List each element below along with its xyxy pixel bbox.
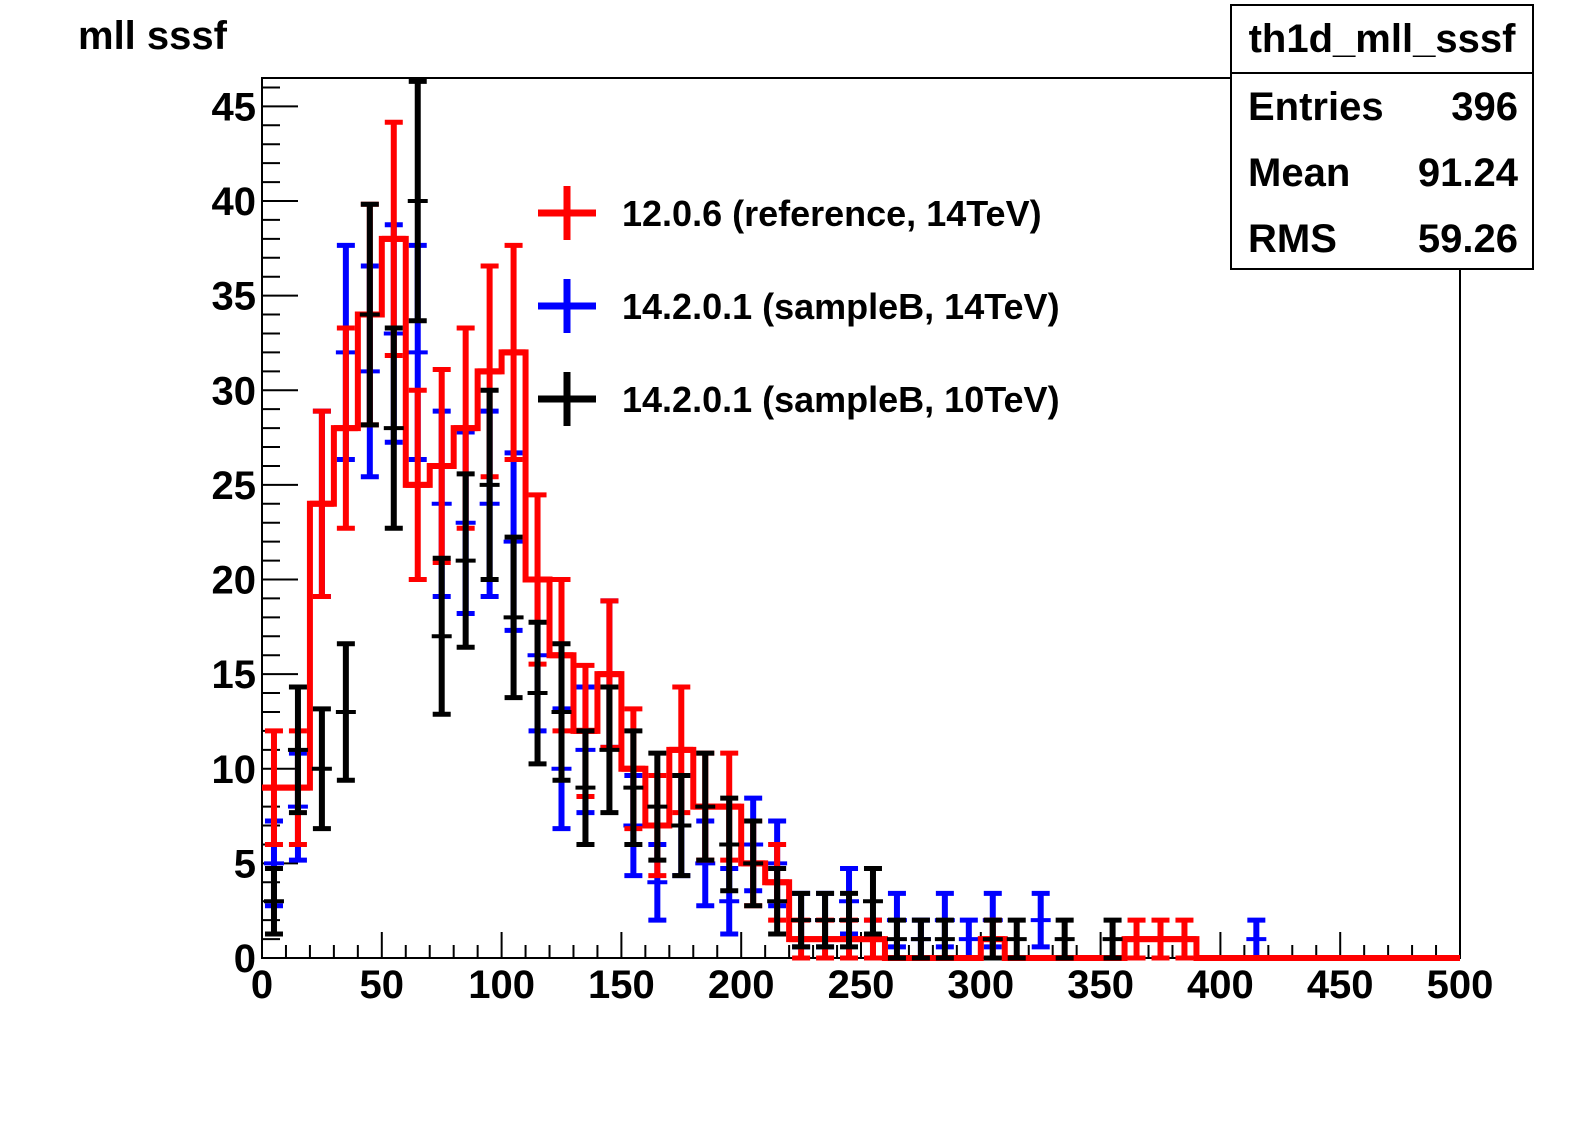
error-bar: [335, 641, 356, 783]
error-bar: [647, 841, 668, 923]
legend-item-0: 12.0.6 (reference, 14TeV): [538, 186, 1042, 240]
stats-key-entries: Entries: [1248, 85, 1384, 129]
error-bar: [431, 555, 452, 717]
error-bar: [958, 917, 979, 961]
error-bar: [429, 366, 454, 565]
error-bar: [886, 917, 907, 961]
stats-value-mean: 91.24: [1417, 151, 1518, 195]
x-tick-label: 250: [828, 963, 895, 1007]
error-bar: [1124, 917, 1149, 961]
y-axis-ticks: 0 5 10 15 20 25 30 35 40 45: [212, 85, 298, 981]
stats-value-rms: 59.26: [1417, 217, 1518, 261]
legend-item-2: 14.2.0.1 (sampleB, 10TeV): [538, 372, 1060, 426]
error-bar: [381, 119, 406, 359]
stats-box: th1d_mll_sssf Entries 396 Mean 91.24 RMS…: [1230, 4, 1534, 270]
error-bar: [695, 750, 716, 863]
error-bar: [264, 865, 284, 937]
y-tick-label: 35: [212, 275, 257, 319]
error-bar: [982, 917, 1003, 961]
error-bar: [551, 641, 572, 783]
error-bar: [599, 684, 620, 816]
error-bar: [934, 917, 955, 961]
error-bar: [575, 728, 596, 847]
x-tick-label: 300: [947, 963, 1014, 1007]
stats-value-entries: 396: [1451, 85, 1518, 129]
error-bar: [383, 325, 404, 531]
legend-item-1: 14.2.0.1 (sampleB, 14TeV): [538, 279, 1060, 333]
y-tick-label: 15: [212, 653, 257, 697]
y-tick-label: 0: [234, 937, 256, 981]
x-tick-label: 450: [1307, 963, 1374, 1007]
error-bar: [262, 728, 286, 847]
x-axis-ticks: 0 50 100 150 200 250 300 350 400 450 500: [251, 932, 1494, 1007]
error-bar: [623, 728, 644, 847]
stats-key-mean: Mean: [1248, 151, 1351, 195]
y-tick-label: 10: [212, 748, 257, 792]
x-tick-label: 200: [708, 963, 775, 1007]
error-bar: [1006, 917, 1027, 961]
error-bar: [405, 387, 430, 583]
error-bar: [743, 818, 764, 909]
x-tick-label: 150: [588, 963, 655, 1007]
error-bar: [359, 201, 380, 428]
error-bar: [455, 471, 476, 650]
x-tick-label: 350: [1067, 963, 1134, 1007]
stats-row-rms: RMS 59.26: [1232, 206, 1532, 272]
error-bar: [839, 890, 859, 950]
error-bar: [287, 684, 308, 816]
error-bar: [1172, 917, 1197, 961]
x-tick-label: 50: [360, 963, 405, 1007]
y-tick-label: 20: [212, 559, 257, 603]
histogram-title: mll sssf: [78, 14, 227, 58]
error-bar: [479, 387, 500, 583]
x-tick-label: 400: [1187, 963, 1254, 1007]
y-tick-label: 45: [212, 85, 257, 129]
series-1: [264, 222, 1267, 961]
y-tick-label: 25: [212, 464, 257, 508]
x-tick-label: 0: [251, 963, 273, 1007]
error-bar: [1054, 917, 1075, 961]
stats-key-rms: RMS: [1248, 217, 1337, 261]
error-bar: [647, 750, 668, 863]
x-tick-label: 100: [468, 963, 535, 1007]
error-bar: [910, 917, 931, 961]
stats-row-entries: Entries 396: [1232, 74, 1532, 140]
x-tick-label: 500: [1427, 963, 1494, 1007]
error-bar: [791, 890, 812, 950]
error-bar: [311, 706, 332, 832]
legend-label: 14.2.0.1 (sampleB, 14TeV): [622, 286, 1060, 327]
error-bar: [501, 242, 526, 462]
error-bar: [1246, 917, 1267, 961]
legend: 12.0.6 (reference, 14TeV) 14.2.0.1 (sampl…: [538, 186, 1060, 426]
legend-label: 14.2.0.1 (sampleB, 10TeV): [622, 379, 1060, 420]
error-bar: [767, 865, 788, 937]
error-bar: [407, 78, 428, 324]
y-tick-label: 30: [212, 369, 257, 413]
error-bar: [719, 795, 740, 894]
error-bar: [863, 865, 883, 937]
error-bar: [1030, 890, 1051, 950]
y-tick-label: 40: [212, 180, 257, 224]
error-bar: [1148, 917, 1173, 961]
y-tick-label: 5: [234, 842, 256, 886]
error-bar: [527, 619, 548, 767]
stats-row-mean: Mean 91.24: [1232, 140, 1532, 206]
legend-label: 12.0.6 (reference, 14TeV): [622, 193, 1042, 234]
error-bar: [503, 534, 524, 701]
error-bar: [815, 890, 836, 950]
series-2: [264, 78, 1123, 961]
error-bar: [1102, 917, 1123, 961]
error-bar: [309, 408, 334, 600]
series-layer: [262, 78, 1460, 961]
error-bar: [333, 325, 358, 531]
error-bar: [671, 772, 692, 879]
stats-title: th1d_mll_sssf: [1232, 6, 1532, 74]
